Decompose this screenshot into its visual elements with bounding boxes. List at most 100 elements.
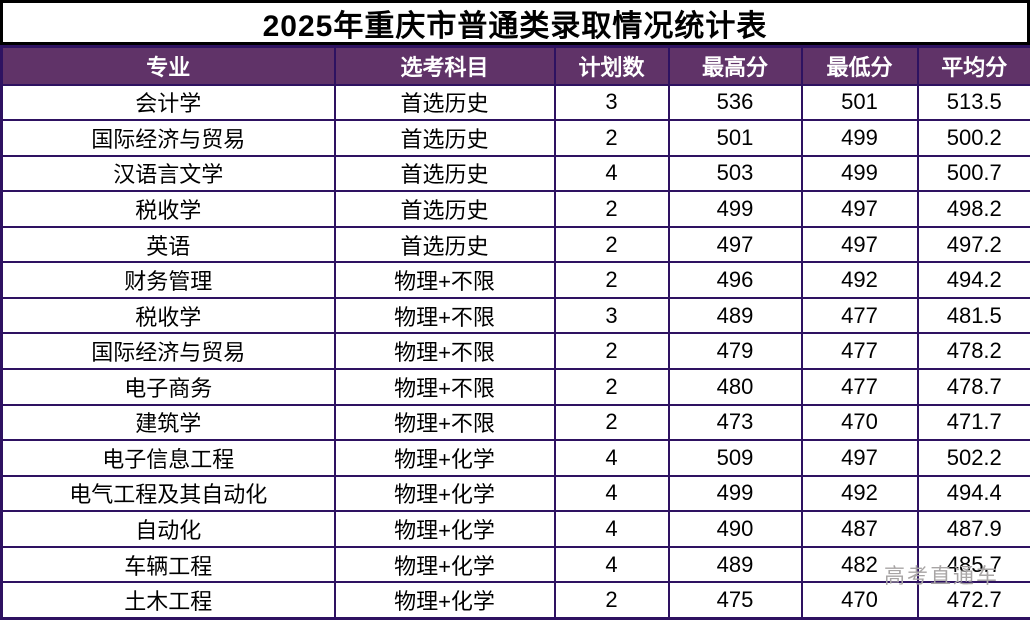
cell-plan_count: 4 [553,474,670,513]
cell-max_score: 473 [667,403,803,442]
cell-subjects: 物理+化学 [333,581,556,620]
cell-major: 汉语言文学 [0,154,336,193]
cell-max_score: 475 [667,581,803,620]
cell-max_score: 501 [667,119,803,157]
cell-major: 土木工程 [0,581,336,620]
cell-major: 财务管理 [0,261,336,299]
cell-plan_count: 2 [553,190,670,228]
cell-subjects: 物理+不限 [333,296,556,335]
cell-plan_count: 4 [553,154,670,193]
cell-avg_score: 472.7 [916,581,1030,620]
page-title: 2025年重庆市普通类录取情况统计表 [0,0,1030,45]
column-header-min-score: 最低分 [800,45,919,86]
cell-subjects: 物理+不限 [333,332,556,370]
cell-max_score: 490 [667,510,803,548]
cell-avg_score: 498.2 [916,190,1030,228]
cell-max_score: 536 [667,83,803,122]
table-row: 会计学 首选历史 3 536 501 513.5 [0,83,1030,122]
cell-min_score: 497 [800,190,919,228]
cell-plan_count: 4 [553,545,670,584]
table-row: 建筑学 物理+不限 2 473 470 471.7 [0,403,1030,442]
column-header-avg-score: 平均分 [916,45,1030,86]
cell-subjects: 首选历史 [333,225,556,264]
cell-avg_score: 497.2 [916,225,1030,264]
cell-min_score: 497 [800,439,919,477]
cell-min_score: 492 [800,261,919,299]
cell-min_score: 487 [800,510,919,548]
cell-major: 国际经济与贸易 [0,332,336,370]
table-row: 国际经济与贸易 首选历史 2 501 499 500.2 [0,119,1030,157]
cell-min_score: 477 [800,368,919,406]
cell-avg_score: 513.5 [916,83,1030,122]
table-row: 税收学 首选历史 2 499 497 498.2 [0,190,1030,228]
cell-plan_count: 4 [553,510,670,548]
cell-min_score: 470 [800,581,919,620]
cell-max_score: 509 [667,439,803,477]
cell-plan_count: 2 [553,332,670,370]
cell-major: 电子信息工程 [0,439,336,477]
table-row: 电子商务 物理+不限 2 480 477 478.7 [0,368,1030,406]
cell-major: 建筑学 [0,403,336,442]
cell-major: 英语 [0,225,336,264]
cell-plan_count: 2 [553,403,670,442]
cell-min_score: 497 [800,225,919,264]
cell-subjects: 物理+不限 [333,403,556,442]
cell-min_score: 501 [800,83,919,122]
table-row: 电子信息工程 物理+化学 4 509 497 502.2 [0,439,1030,477]
cell-plan_count: 4 [553,439,670,477]
cell-min_score: 499 [800,154,919,193]
column-header-max-score: 最高分 [667,45,803,86]
cell-avg_score: 494.4 [916,474,1030,513]
cell-avg_score: 478.2 [916,332,1030,370]
cell-major: 车辆工程 [0,545,336,584]
cell-max_score: 479 [667,332,803,370]
admission-stats-table: 专业 选考科目 计划数 最高分 最低分 平均分 会计学 首选历史 3 536 501 51… [0,45,1030,620]
cell-plan_count: 3 [553,83,670,122]
cell-avg_score: 494.2 [916,261,1030,299]
cell-min_score: 477 [800,296,919,335]
cell-avg_score: 481.5 [916,296,1030,335]
cell-subjects: 物理+化学 [333,439,556,477]
cell-avg_score: 500.2 [916,119,1030,157]
cell-major: 会计学 [0,83,336,122]
cell-min_score: 482 [800,545,919,584]
cell-avg_score: 485.7 [916,545,1030,584]
cell-plan_count: 2 [553,581,670,620]
cell-max_score: 503 [667,154,803,193]
cell-major: 税收学 [0,190,336,228]
cell-max_score: 489 [667,296,803,335]
cell-min_score: 477 [800,332,919,370]
cell-subjects: 物理+化学 [333,510,556,548]
cell-plan_count: 2 [553,261,670,299]
cell-max_score: 480 [667,368,803,406]
cell-plan_count: 2 [553,225,670,264]
cell-avg_score: 500.7 [916,154,1030,193]
cell-subjects: 物理+不限 [333,368,556,406]
cell-avg_score: 487.9 [916,510,1030,548]
cell-avg_score: 478.7 [916,368,1030,406]
cell-plan_count: 2 [553,368,670,406]
table-row: 电气工程及其自动化 物理+化学 4 499 492 494.4 [0,474,1030,513]
cell-subjects: 首选历史 [333,154,556,193]
table-row: 汉语言文学 首选历史 4 503 499 500.7 [0,154,1030,193]
column-header-subjects: 选考科目 [333,45,556,86]
cell-min_score: 492 [800,474,919,513]
table-row: 英语 首选历史 2 497 497 497.2 [0,225,1030,264]
cell-max_score: 497 [667,225,803,264]
cell-subjects: 物理+不限 [333,261,556,299]
cell-subjects: 首选历史 [333,119,556,157]
cell-major: 税收学 [0,296,336,335]
cell-max_score: 489 [667,545,803,584]
column-header-major: 专业 [0,45,336,86]
cell-major: 自动化 [0,510,336,548]
table-row: 车辆工程 物理+化学 4 489 482 485.7 [0,545,1030,584]
cell-plan_count: 2 [553,119,670,157]
cell-plan_count: 3 [553,296,670,335]
cell-max_score: 496 [667,261,803,299]
cell-avg_score: 471.7 [916,403,1030,442]
cell-major: 电气工程及其自动化 [0,474,336,513]
table-row: 税收学 物理+不限 3 489 477 481.5 [0,296,1030,335]
table-body: 会计学 首选历史 3 536 501 513.5 国际经济与贸易 首选历史 2 501 499 500… [0,83,1030,620]
cell-subjects: 物理+化学 [333,474,556,513]
